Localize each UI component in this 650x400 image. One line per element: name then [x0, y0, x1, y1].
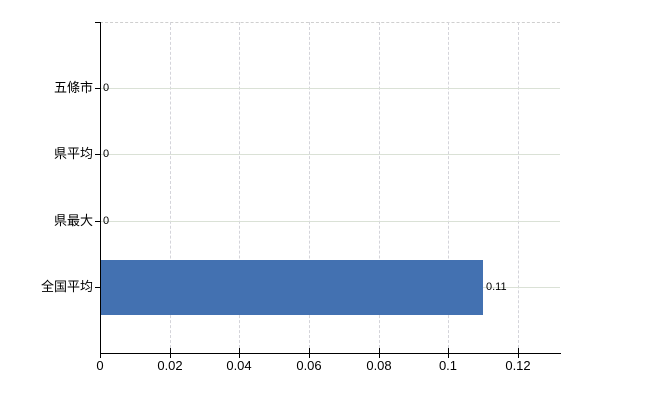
row-gridline	[100, 88, 560, 89]
y-axis-top-tick	[95, 22, 100, 23]
x-tick-label: 0	[96, 358, 104, 373]
row-gridline	[100, 221, 560, 222]
row-gridline	[100, 154, 560, 155]
x-tick-label: 0.1	[438, 358, 458, 373]
y-tick-mark	[95, 221, 100, 222]
category-label: 全国平均	[40, 279, 93, 294]
category-label: 五條市	[53, 80, 93, 95]
data-bar	[101, 260, 483, 315]
x-gridline	[518, 22, 519, 348]
value-label: 0	[103, 215, 110, 227]
x-tick-label: 0.06	[296, 358, 322, 373]
value-label: 0	[103, 82, 110, 94]
x-gridline	[170, 22, 171, 348]
x-tick-label: 0.08	[366, 358, 392, 373]
x-tick-label: 0.02	[157, 358, 183, 373]
x-gridline	[379, 22, 380, 348]
x-tick-label: 0.04	[226, 358, 252, 373]
y-tick-mark	[95, 287, 100, 288]
value-label: 0	[103, 148, 110, 160]
x-gridline	[448, 22, 449, 348]
x-gridline	[309, 22, 310, 348]
value-label: 0.11	[486, 281, 507, 293]
y-tick-mark	[95, 154, 100, 155]
x-tick-label: 0.12	[505, 358, 531, 373]
x-gridline	[239, 22, 240, 348]
y-tick-mark	[95, 88, 100, 89]
y-axis-line	[100, 22, 101, 354]
category-label: 県最大	[53, 213, 93, 228]
plot-top-border	[100, 22, 560, 23]
category-label: 県平均	[53, 146, 93, 161]
x-axis-line	[100, 353, 561, 354]
